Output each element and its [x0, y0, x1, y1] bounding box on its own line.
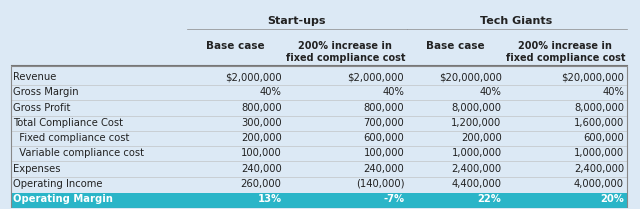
Text: 600,000: 600,000 [364, 133, 404, 143]
Text: Gross Margin: Gross Margin [13, 87, 79, 97]
Text: 700,000: 700,000 [364, 118, 404, 128]
Text: 200% increase in
fixed compliance cost: 200% increase in fixed compliance cost [506, 41, 625, 63]
Text: 40%: 40% [260, 87, 282, 97]
Text: 200% increase in
fixed compliance cost: 200% increase in fixed compliance cost [285, 41, 405, 63]
Text: 600,000: 600,000 [583, 133, 624, 143]
Text: 1,000,000: 1,000,000 [451, 148, 502, 158]
Text: 800,000: 800,000 [241, 103, 282, 113]
Text: 260,000: 260,000 [241, 179, 282, 189]
Text: 40%: 40% [479, 87, 502, 97]
Text: 40%: 40% [602, 87, 624, 97]
Text: 200,000: 200,000 [241, 133, 282, 143]
Text: Operating Margin: Operating Margin [13, 194, 113, 204]
Text: 800,000: 800,000 [364, 103, 404, 113]
Text: Base case: Base case [206, 41, 265, 51]
Text: Operating Income: Operating Income [13, 179, 103, 189]
Text: 240,000: 240,000 [241, 164, 282, 174]
Text: 1,000,000: 1,000,000 [574, 148, 624, 158]
Text: (140,000): (140,000) [356, 179, 404, 189]
Text: 22%: 22% [477, 194, 502, 204]
Text: Revenue: Revenue [13, 72, 57, 82]
Text: 100,000: 100,000 [241, 148, 282, 158]
Text: -7%: -7% [383, 194, 404, 204]
Text: Tech Giants: Tech Giants [481, 16, 553, 26]
Text: 8,000,000: 8,000,000 [574, 103, 624, 113]
Text: Base case: Base case [426, 41, 484, 51]
Text: 13%: 13% [257, 194, 282, 204]
Text: 2,400,000: 2,400,000 [451, 164, 502, 174]
Text: 2,400,000: 2,400,000 [574, 164, 624, 174]
Text: 4,000,000: 4,000,000 [574, 179, 624, 189]
Text: $2,000,000: $2,000,000 [348, 72, 404, 82]
Text: 8,000,000: 8,000,000 [452, 103, 502, 113]
FancyBboxPatch shape [11, 192, 627, 208]
Text: Start-ups: Start-ups [268, 16, 326, 26]
Text: Fixed compliance cost: Fixed compliance cost [13, 133, 130, 143]
Text: 20%: 20% [600, 194, 624, 204]
Text: 200,000: 200,000 [461, 133, 502, 143]
Text: 1,600,000: 1,600,000 [574, 118, 624, 128]
Text: 4,400,000: 4,400,000 [452, 179, 502, 189]
Text: 240,000: 240,000 [364, 164, 404, 174]
Text: Expenses: Expenses [13, 164, 61, 174]
Text: 40%: 40% [382, 87, 404, 97]
Text: Total Compliance Cost: Total Compliance Cost [13, 118, 124, 128]
Text: 100,000: 100,000 [364, 148, 404, 158]
Text: $2,000,000: $2,000,000 [225, 72, 282, 82]
Text: Variable compliance cost: Variable compliance cost [13, 148, 145, 158]
Text: $20,000,000: $20,000,000 [561, 72, 624, 82]
Text: 1,200,000: 1,200,000 [451, 118, 502, 128]
Text: $20,000,000: $20,000,000 [438, 72, 502, 82]
Text: 300,000: 300,000 [241, 118, 282, 128]
Text: Gross Profit: Gross Profit [13, 103, 70, 113]
